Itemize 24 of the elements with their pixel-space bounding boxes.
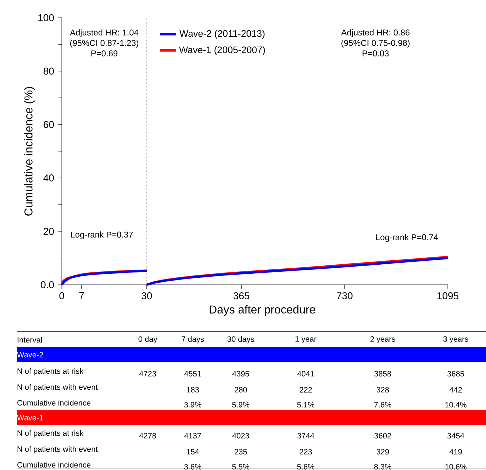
y-tick-label: 20 — [44, 228, 54, 236]
y-tick-label: 0.0 — [41, 281, 54, 289]
y-axis-title: Cumulative incidence (%) — [24, 87, 36, 216]
annotation: P=0.69 — [92, 50, 118, 57]
x-tick-label: 730 — [337, 292, 353, 300]
x-axis-title: Days after procedure — [210, 305, 316, 316]
x-tick-label: 0 — [60, 292, 64, 300]
annotation: Adjusted HR: 1.04 — [70, 30, 139, 38]
x-tick-label: 1095 — [438, 292, 459, 300]
y-tick-label: 100 — [38, 14, 54, 22]
annotation: (95%CI 0.87-1.23) — [70, 40, 139, 48]
annotation: Log-rank P=0.74 — [376, 234, 438, 242]
legend-label: Wave-1 (2005-2007) — [179, 46, 266, 56]
y-tick-label: 40 — [44, 174, 54, 182]
annotation: Log-rank P=0.37 — [71, 232, 134, 240]
y-tick-label: 80 — [44, 68, 54, 75]
annotation: P=0.03 — [362, 50, 389, 57]
x-tick-label: 30 — [142, 292, 152, 300]
legend-label: Wave-2 (2011-2013) — [180, 30, 265, 39]
x-tick-label: 7 — [80, 292, 84, 300]
x-tick-label: 365 — [234, 292, 250, 300]
annotation: (95%CI 0.75-0.98) — [342, 40, 410, 48]
annotation: Adjusted HR: 0.86 — [341, 30, 410, 38]
y-tick-label: 60 — [44, 121, 54, 128]
